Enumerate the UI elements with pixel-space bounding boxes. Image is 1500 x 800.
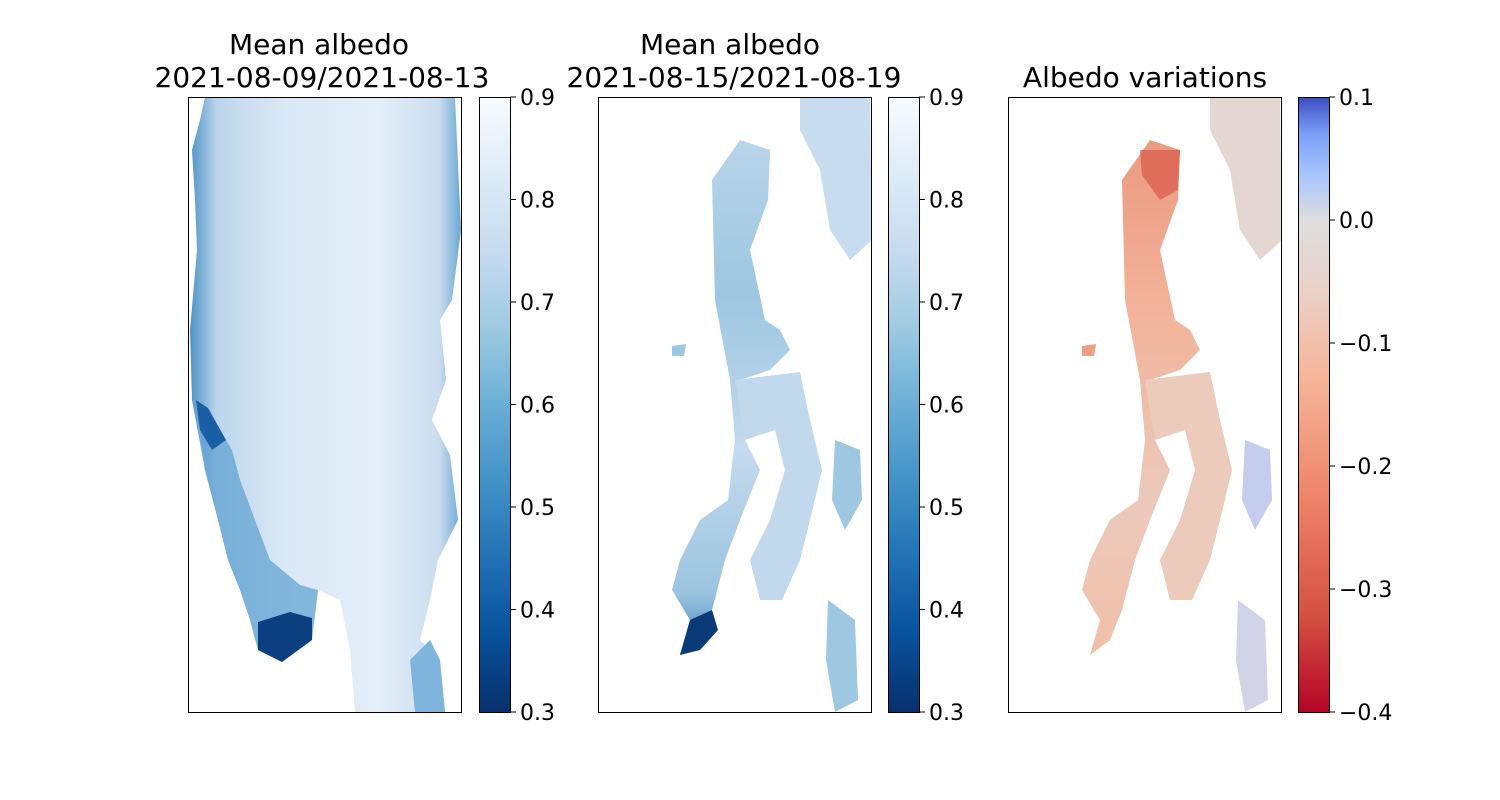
panel-1-title-line-2: 2021-08-09/2021-08-13 <box>155 61 490 94</box>
panel-3-center-field <box>1145 372 1232 600</box>
panel-3-lower-fragment <box>1236 600 1268 712</box>
colorbar-3-tick-label: 0.1 <box>1339 86 1374 111</box>
panel-2: Mean albedo 2021-08-15/2021-08-19 0.3 0.4… <box>567 28 964 726</box>
panel-1-albedo-field <box>190 97 461 712</box>
colorbar-1-tick-label: 0.3 <box>520 701 555 726</box>
panel-3-colorbar: −0.4 −0.3 −0.2 −0.1 0.0 0.1 <box>1298 86 1392 726</box>
panel-2-right-fragment <box>832 440 862 530</box>
colorbar-2-tick-label: 0.9 <box>929 86 964 111</box>
panel-1: Mean albedo 2021-08-09/2021-08-13 0.3 0.4… <box>155 28 555 726</box>
panel-2-albedo-field <box>672 140 790 655</box>
panel-1-tongue <box>410 640 445 712</box>
panel-3-variation-field <box>1082 140 1200 655</box>
colorbar-1-tick-label: 0.9 <box>520 86 555 111</box>
panel-1-colorbar-ticks: 0.3 0.4 0.5 0.6 0.7 0.8 0.9 <box>510 86 555 726</box>
panel-3-colorbar-ticks: −0.4 −0.3 −0.2 −0.1 0.0 0.1 <box>1329 86 1392 726</box>
colorbar-1-tick-label: 0.6 <box>520 394 555 419</box>
panel-2-low-albedo-zone <box>680 610 718 655</box>
colorbar-3-tick-label: −0.1 <box>1339 332 1392 357</box>
panel-3: Albedo variations −0.4 −0.3 −0.2 −0.1 0.0 0.1 <box>1008 61 1392 726</box>
panel-1-heatmap <box>190 97 461 712</box>
panel-3-top-right-field <box>1210 97 1282 260</box>
panel-3-title: Albedo variations <box>1023 61 1267 94</box>
panel-3-colorbar-frame <box>1298 97 1330 713</box>
panel-1-dark-margin <box>196 400 318 662</box>
panel-1-colorbar: 0.3 0.4 0.5 0.6 0.7 0.8 0.9 <box>479 86 555 726</box>
panel-3-increase-fragment <box>1242 440 1272 530</box>
panel-1-low-albedo-zone <box>258 612 312 662</box>
panel-1-colorbar-fill <box>479 97 510 712</box>
panel-2-colorbar-ticks: 0.3 0.4 0.5 0.6 0.7 0.8 0.9 <box>919 86 964 726</box>
panel-2-colorbar: 0.3 0.4 0.5 0.6 0.7 0.8 0.9 <box>888 86 964 726</box>
panel-1-edge-dark <box>196 400 226 450</box>
colorbar-2-tick-label: 0.7 <box>929 291 964 316</box>
panel-2-lower-fragment <box>826 600 858 712</box>
panel-2-center-field <box>735 372 822 600</box>
panel-3-isolated-patch <box>1082 344 1096 356</box>
panel-3-axes-frame <box>1008 97 1282 713</box>
panel-3-colorbar-fill <box>1298 97 1329 712</box>
panel-2-title-line-1: Mean albedo <box>640 28 820 61</box>
colorbar-3-tick-label: −0.3 <box>1339 578 1392 603</box>
colorbar-1-tick-label: 0.8 <box>520 189 555 214</box>
colorbar-2-tick-label: 0.8 <box>929 189 964 214</box>
panel-2-title-line-2: 2021-08-15/2021-08-19 <box>567 61 902 94</box>
panel-2-axes-frame <box>598 97 872 713</box>
colorbar-3-tick-label: −0.4 <box>1339 701 1392 726</box>
colorbar-2-tick-label: 0.5 <box>929 496 964 521</box>
colorbar-2-tick-label: 0.4 <box>929 599 964 624</box>
colorbar-2-tick-label: 0.6 <box>929 394 964 419</box>
panel-2-top-right-field <box>800 97 872 260</box>
panel-2-heatmap <box>672 97 872 712</box>
colorbar-3-tick-label: 0.0 <box>1339 209 1374 234</box>
colorbar-3-tick-label: −0.2 <box>1339 455 1392 480</box>
panel-1-axes-frame <box>188 97 462 713</box>
colorbar-1-tick-label: 0.5 <box>520 496 555 521</box>
panel-1-title-line-1: Mean albedo <box>229 28 409 61</box>
panel-2-isolated-patch <box>672 344 686 356</box>
colorbar-1-tick-label: 0.4 <box>520 599 555 624</box>
panel-3-heatmap <box>1082 97 1282 712</box>
colorbar-2-tick-label: 0.3 <box>929 701 964 726</box>
colorbar-1-tick-label: 0.7 <box>520 291 555 316</box>
panel-3-strong-decrease <box>1140 150 1180 200</box>
panel-2-colorbar-fill <box>888 97 919 712</box>
